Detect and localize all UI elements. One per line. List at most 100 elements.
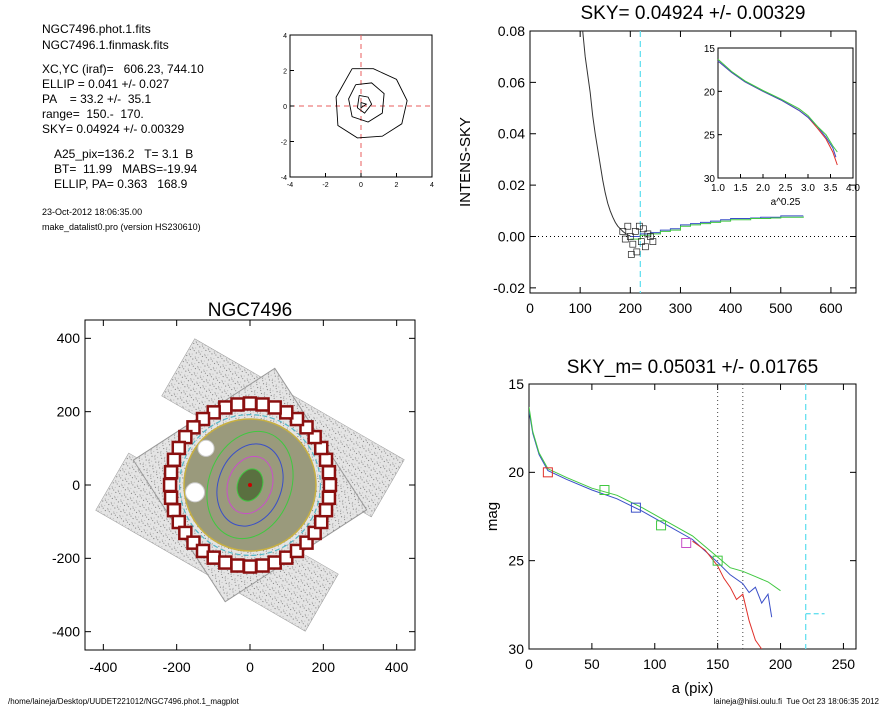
- inset-x-tick-label: 3.0: [801, 183, 815, 194]
- sky-sample-box: [637, 238, 645, 245]
- sky-annulus: [179, 414, 322, 557]
- sky-box: [255, 397, 270, 412]
- profile-xlabel: a (pix): [672, 680, 714, 697]
- x-tick-label: 0: [525, 656, 533, 672]
- inset-x-tick-label: 2.0: [756, 183, 770, 194]
- x-tick-label: 0: [246, 659, 254, 675]
- sky-box: [206, 550, 221, 565]
- sky-box: [267, 400, 282, 415]
- centroid-contour: [335, 68, 408, 139]
- sky-box: [313, 514, 329, 530]
- x-tick-label: 200: [619, 300, 643, 316]
- sky-sample-box: [631, 228, 639, 235]
- x-tick-label: 0: [526, 300, 534, 316]
- x-tick-label: 0: [359, 182, 363, 189]
- sky-plot: SKY= 0.04924 +/- 0.00329 INTENS-SKY 0 100 20…: [457, 3, 860, 316]
- a25-value: A25_pix=136.2 T= 3.1 B: [54, 147, 194, 161]
- isophote-ellipse: [226, 455, 274, 515]
- x-tick-label: 150: [706, 656, 730, 672]
- sky-title: SKY= 0.04924 +/- 0.00329: [580, 3, 805, 24]
- x-tick-label: 200: [769, 656, 793, 672]
- fit-range: range= 150.- 170.: [42, 107, 144, 121]
- position-angle: PA = 33.2 +/- 35.1: [42, 92, 152, 106]
- y-tick-label: 0: [72, 477, 80, 493]
- sky-box: [242, 559, 258, 574]
- x-tick-label: 300: [669, 300, 693, 316]
- sky-frame: [529, 30, 857, 294]
- sky-box: [322, 477, 338, 493]
- sky-sample-box: [649, 238, 657, 245]
- sky-box: [230, 397, 245, 412]
- y-tick-label: -4: [281, 175, 287, 182]
- x-tick-label: 100: [643, 656, 667, 672]
- x-tick-label: 200: [312, 659, 336, 675]
- centroid-contour: [356, 94, 373, 114]
- magnitude-profile-plot: SKY_m= 0.05031 +/- 0.01765 a (pix) mag 0 50 1…: [484, 357, 857, 697]
- sky-box: [242, 396, 258, 411]
- image-title: NGC7496: [208, 300, 293, 321]
- sky-sample-box: [635, 222, 643, 230]
- y-tick-label: 0.08: [498, 23, 525, 39]
- sky-box: [163, 490, 179, 506]
- profile-marker-box: [630, 502, 641, 513]
- sky-box: [279, 405, 294, 420]
- sky-sample-box: [624, 222, 632, 230]
- y-tick-label: 0.00: [498, 228, 525, 244]
- ellip-pa: ELLIP, PA= 0.363 168.9: [54, 177, 188, 191]
- sky-sample-box: [633, 248, 641, 256]
- inset-series-1: [717, 60, 837, 158]
- centroid-contour: [348, 82, 385, 123]
- y-tick-label: 20: [508, 464, 524, 480]
- y-tick-label: 0.02: [498, 177, 525, 193]
- y-tick-label: -2: [281, 140, 287, 147]
- profile-marker-box: [542, 467, 553, 478]
- sky-series-0: [582, 31, 631, 237]
- y-tick-label: -200: [52, 550, 80, 566]
- inset-xlabel: a^0.25: [771, 197, 801, 208]
- inset-y-tick-label: 30: [704, 174, 716, 185]
- inset-x-tick-label: 2.5: [779, 183, 793, 194]
- inset-y-tick-label: 15: [704, 44, 716, 55]
- profile-series-2: [692, 540, 763, 649]
- profile-marker-box: [656, 520, 667, 531]
- sky-box: [163, 464, 179, 480]
- y-tick-label: -0.02: [493, 280, 525, 296]
- fits-file: NGC7496.phot.1.fits: [42, 22, 151, 36]
- sky-box: [162, 477, 178, 493]
- profile-marker-box: [599, 485, 610, 495]
- profile-title: SKY_m= 0.05031 +/- 0.01765: [567, 357, 818, 378]
- sky-sample-box: [627, 251, 635, 258]
- x-tick-label: 250: [832, 656, 856, 672]
- sky-series-group: [582, 31, 804, 240]
- x-tick-label: -400: [89, 659, 117, 675]
- sky-box: [171, 440, 187, 456]
- image-content: [95, 338, 405, 632]
- inset-x-tick-label: 1.5: [734, 183, 748, 194]
- sky-sample-box: [647, 233, 654, 240]
- y-tick-label: 0: [283, 104, 287, 111]
- sky-box: [166, 452, 182, 468]
- footer-path: /home/laineja/Desktop/UUDET221012/NGC749…: [8, 697, 239, 706]
- isophote-ellipse: [216, 443, 284, 527]
- sky-ylabel: INTENS-SKY: [457, 117, 474, 207]
- x-tick-label: -200: [163, 659, 191, 675]
- footer-user-date: laineja@hiisi.oulu.fi Tue Oct 23 18:06:3…: [713, 697, 879, 706]
- masked-star: [184, 482, 206, 503]
- sky-box: [166, 502, 182, 518]
- y-tick-label: 4: [283, 33, 287, 40]
- center-coords: XC,YC (iraf)= 606.23, 744.10: [42, 62, 204, 76]
- inset-y-tick-label: 20: [704, 87, 716, 98]
- y-tick-label: 25: [508, 553, 524, 569]
- x-tick-label: 50: [584, 656, 600, 672]
- x-tick-label: 400: [719, 300, 743, 316]
- sky-box: [218, 555, 233, 570]
- y-tick-label: 200: [57, 404, 81, 420]
- inset-x-tick-label: 3.5: [824, 183, 838, 194]
- x-tick-label: 500: [769, 300, 793, 316]
- profile-marker-box: [712, 555, 723, 566]
- sky-box: [267, 555, 282, 570]
- sky-sample-box: [639, 225, 647, 233]
- mask-file: NGC7496.1.finmask.fits: [42, 38, 169, 52]
- centroid-plot: -4 -2 0 2 4 -4 -2 0 2 4: [281, 33, 434, 189]
